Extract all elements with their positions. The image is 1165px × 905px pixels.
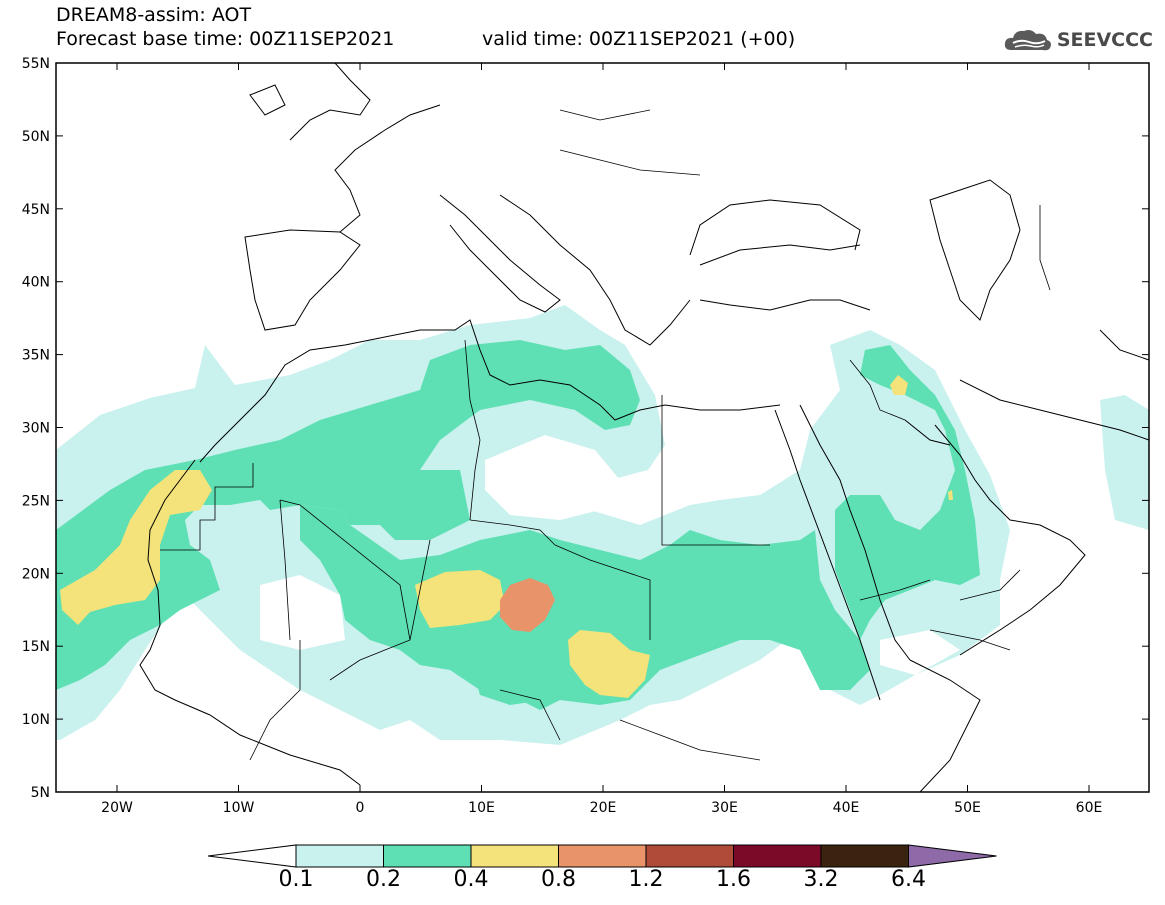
lon-tick-label: 20E [590, 800, 617, 816]
colorbar-label: 0.8 [541, 867, 576, 892]
lat-tick-label: 55N [22, 56, 50, 72]
coastlines [139, 63, 1149, 792]
colorbar-label: 6.4 [891, 867, 926, 892]
map-title: DREAM8-assim: AOT [56, 4, 252, 26]
forecast-base-time: Forecast base time: 00Z11SEP2021 [56, 28, 395, 50]
lat-tick-label: 30N [22, 421, 50, 437]
colorbar-label: 3.2 [803, 867, 839, 892]
colorbar-label: 1.6 [716, 867, 751, 892]
aot-contours [56, 63, 1149, 792]
valid-time: valid time: 00Z11SEP2021 (+00) [482, 28, 796, 50]
colorbar-swatch [295, 844, 384, 868]
lon-tick-label: 50E [954, 800, 981, 816]
colorbar-min-arrow [207, 844, 297, 868]
colorbar-swatch [645, 844, 734, 868]
colorbar-swatch [820, 844, 909, 868]
colorbar-label: 0.1 [278, 867, 314, 892]
colorbar-swatch [470, 844, 559, 868]
lat-tick-label: 5N [31, 785, 50, 801]
colorbar-label: 0.2 [366, 867, 401, 892]
colorbar-swatch [383, 844, 472, 868]
country-borders [160, 109, 1051, 761]
lon-tick-label: 30E [711, 800, 738, 816]
colorbar-label: 0.4 [453, 867, 489, 892]
lat-tick-label: 50N [22, 129, 50, 145]
colorbar-max-arrow [908, 844, 997, 868]
lat-tick-label: 35N [22, 348, 50, 364]
colorbar-label: 1.2 [628, 867, 664, 892]
seevccc-logo: SEEVCCC [1003, 26, 1153, 54]
lat-tick-label: 15N [22, 639, 50, 655]
colorbar [207, 844, 997, 868]
lat-tick-label: 20N [22, 566, 50, 582]
lon-tick-label: 40E [833, 800, 860, 816]
lon-tick-label: 0 [356, 800, 365, 816]
lat-tick-label: 25N [22, 493, 50, 509]
logo-text: SEEVCCC [1056, 29, 1153, 51]
longitude-axis: 20W 10W 0 10E 20E 30E 40E 50E 60E [101, 63, 1102, 816]
colorbar-swatch [558, 844, 647, 868]
lat-tick-label: 45N [22, 202, 50, 218]
colorbar-swatch [733, 844, 822, 868]
lon-tick-label: 20W [101, 800, 133, 816]
latitude-axis: 55N 50N 45N 40N 35N 30N 25N 20N 15N 10N 5N [22, 56, 1149, 801]
lon-tick-label: 10W [223, 800, 255, 816]
cloud-icon [1004, 30, 1051, 51]
lat-tick-label: 10N [22, 712, 50, 728]
lat-tick-label: 40N [22, 275, 50, 291]
lon-tick-label: 10E [468, 800, 495, 816]
lon-tick-label: 60E [1076, 800, 1103, 816]
